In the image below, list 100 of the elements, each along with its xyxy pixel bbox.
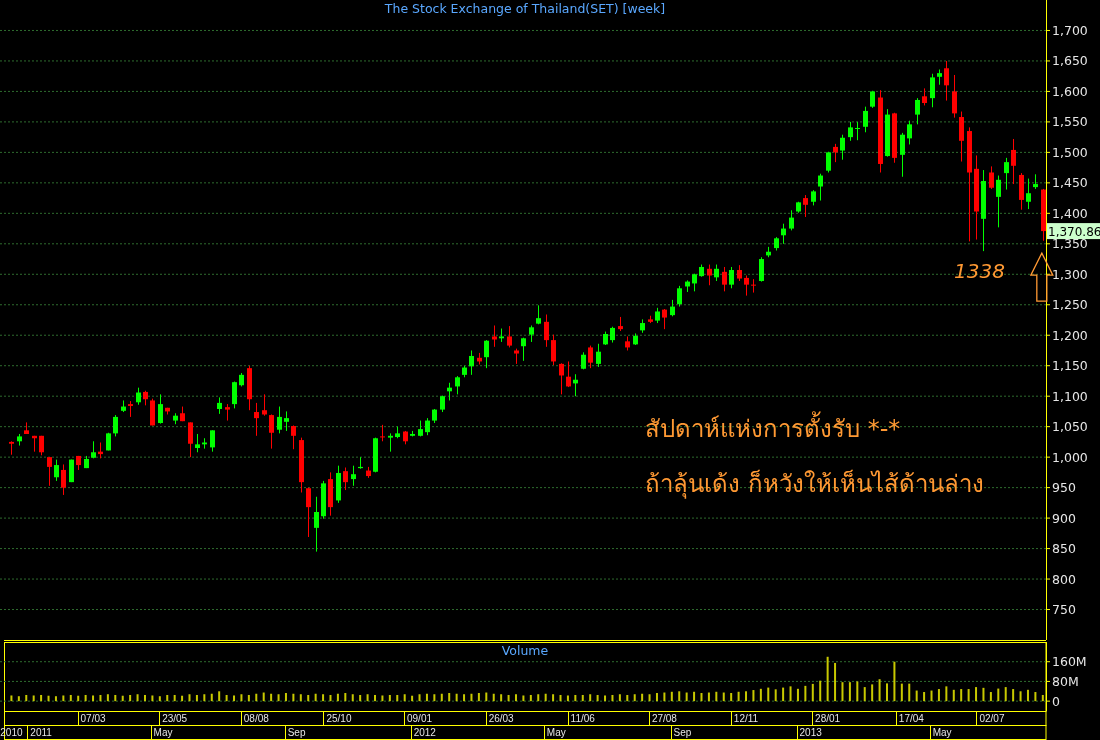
candlestick (232, 381, 237, 409)
candlestick (959, 111, 964, 163)
bar (396, 694, 399, 702)
bar (685, 692, 688, 702)
bar (114, 694, 117, 702)
bar (1041, 694, 1044, 702)
annotation: สัปดาห์แห่งการตั้งรับ *-* (645, 411, 901, 443)
bar (811, 683, 814, 702)
bar (166, 694, 169, 702)
bar (707, 692, 710, 702)
bar (878, 679, 881, 702)
bar (1034, 692, 1037, 702)
annotation: ถ้าลุ้นเด้ง ก็หวังให้เห็นไส้ด้านล่าง (645, 469, 984, 499)
bar (1012, 689, 1015, 702)
x-tick-label: 02/07 (979, 713, 1005, 724)
candlestick (900, 132, 905, 178)
bar (752, 690, 755, 702)
candlestick (915, 97, 920, 125)
bar (151, 695, 154, 702)
bar (670, 691, 673, 702)
candlestick (662, 308, 667, 330)
candlestick (492, 324, 497, 348)
bar (262, 692, 265, 702)
y-tick-label: 1,700 (1052, 22, 1088, 38)
bar (574, 694, 577, 702)
candlestick (306, 487, 311, 538)
bar (277, 694, 280, 702)
y-tick-label: 160M (1052, 654, 1087, 670)
bar (210, 693, 213, 702)
candlestick (47, 456, 52, 487)
bar (908, 683, 911, 702)
candlestick (277, 406, 282, 434)
bar (69, 694, 72, 702)
x-tick-label: 17/04 (898, 713, 925, 724)
bar (975, 687, 978, 702)
bar (344, 693, 347, 702)
y-tick-label: 0 (1052, 693, 1060, 709)
bar (84, 694, 87, 702)
bar (804, 685, 807, 702)
y-tick-label: 80M (1052, 673, 1079, 689)
bar (92, 695, 95, 702)
candlestick (484, 339, 489, 369)
bar (745, 691, 748, 702)
bar (715, 691, 718, 702)
candlestick (455, 375, 460, 395)
y-tick-label: 950 (1052, 480, 1076, 496)
y-tick-label: 1,150 (1052, 358, 1088, 374)
bar (381, 695, 384, 702)
candlestick (848, 121, 853, 142)
chart-title: The Stock Exchange of Thailand(SET) [week] (383, 1, 666, 16)
bar (359, 694, 362, 702)
bar (626, 694, 629, 702)
bar (388, 694, 391, 702)
y-tick-label: 1,650 (1052, 53, 1088, 69)
bar (32, 695, 35, 702)
bar (270, 693, 273, 702)
candlestick (722, 266, 727, 292)
x-tick-label: 25/10 (326, 713, 352, 724)
bar (700, 693, 703, 702)
candlestick (907, 120, 912, 145)
candlestick (855, 121, 860, 141)
bar (618, 694, 621, 702)
candlestick (195, 433, 200, 453)
bar (314, 693, 317, 702)
x-tick-label: 08/08 (243, 713, 270, 724)
bar (678, 691, 681, 702)
candlestick (863, 106, 868, 133)
bar (886, 683, 888, 702)
bar (529, 694, 532, 702)
bar (463, 694, 466, 702)
bar (782, 687, 785, 702)
y-tick-label: 1,400 (1052, 205, 1088, 221)
x2-tick-label: 2012 (413, 727, 437, 738)
bar (173, 694, 176, 702)
bar (648, 694, 651, 702)
bar (181, 695, 184, 702)
candlestick (818, 173, 823, 202)
bar (767, 687, 770, 702)
bar (203, 694, 206, 702)
bar (129, 694, 132, 702)
candlestick (188, 421, 193, 458)
bar (989, 692, 992, 702)
bar (826, 656, 829, 702)
candlestick (54, 459, 59, 482)
y-tick-label: 1,500 (1052, 144, 1088, 160)
bar (893, 661, 896, 702)
y-tick-label: 1,450 (1052, 175, 1088, 191)
candlestick (930, 73, 935, 108)
candlestick (269, 413, 274, 450)
bar (552, 694, 555, 702)
bar (492, 693, 495, 702)
candlestick (544, 314, 549, 348)
bar (952, 689, 955, 702)
candlestick (284, 410, 289, 432)
candlestick (952, 74, 957, 119)
bar (25, 694, 28, 702)
candlestick (1026, 178, 1031, 210)
bar (923, 692, 926, 702)
bar (77, 695, 80, 702)
bar (544, 693, 547, 702)
